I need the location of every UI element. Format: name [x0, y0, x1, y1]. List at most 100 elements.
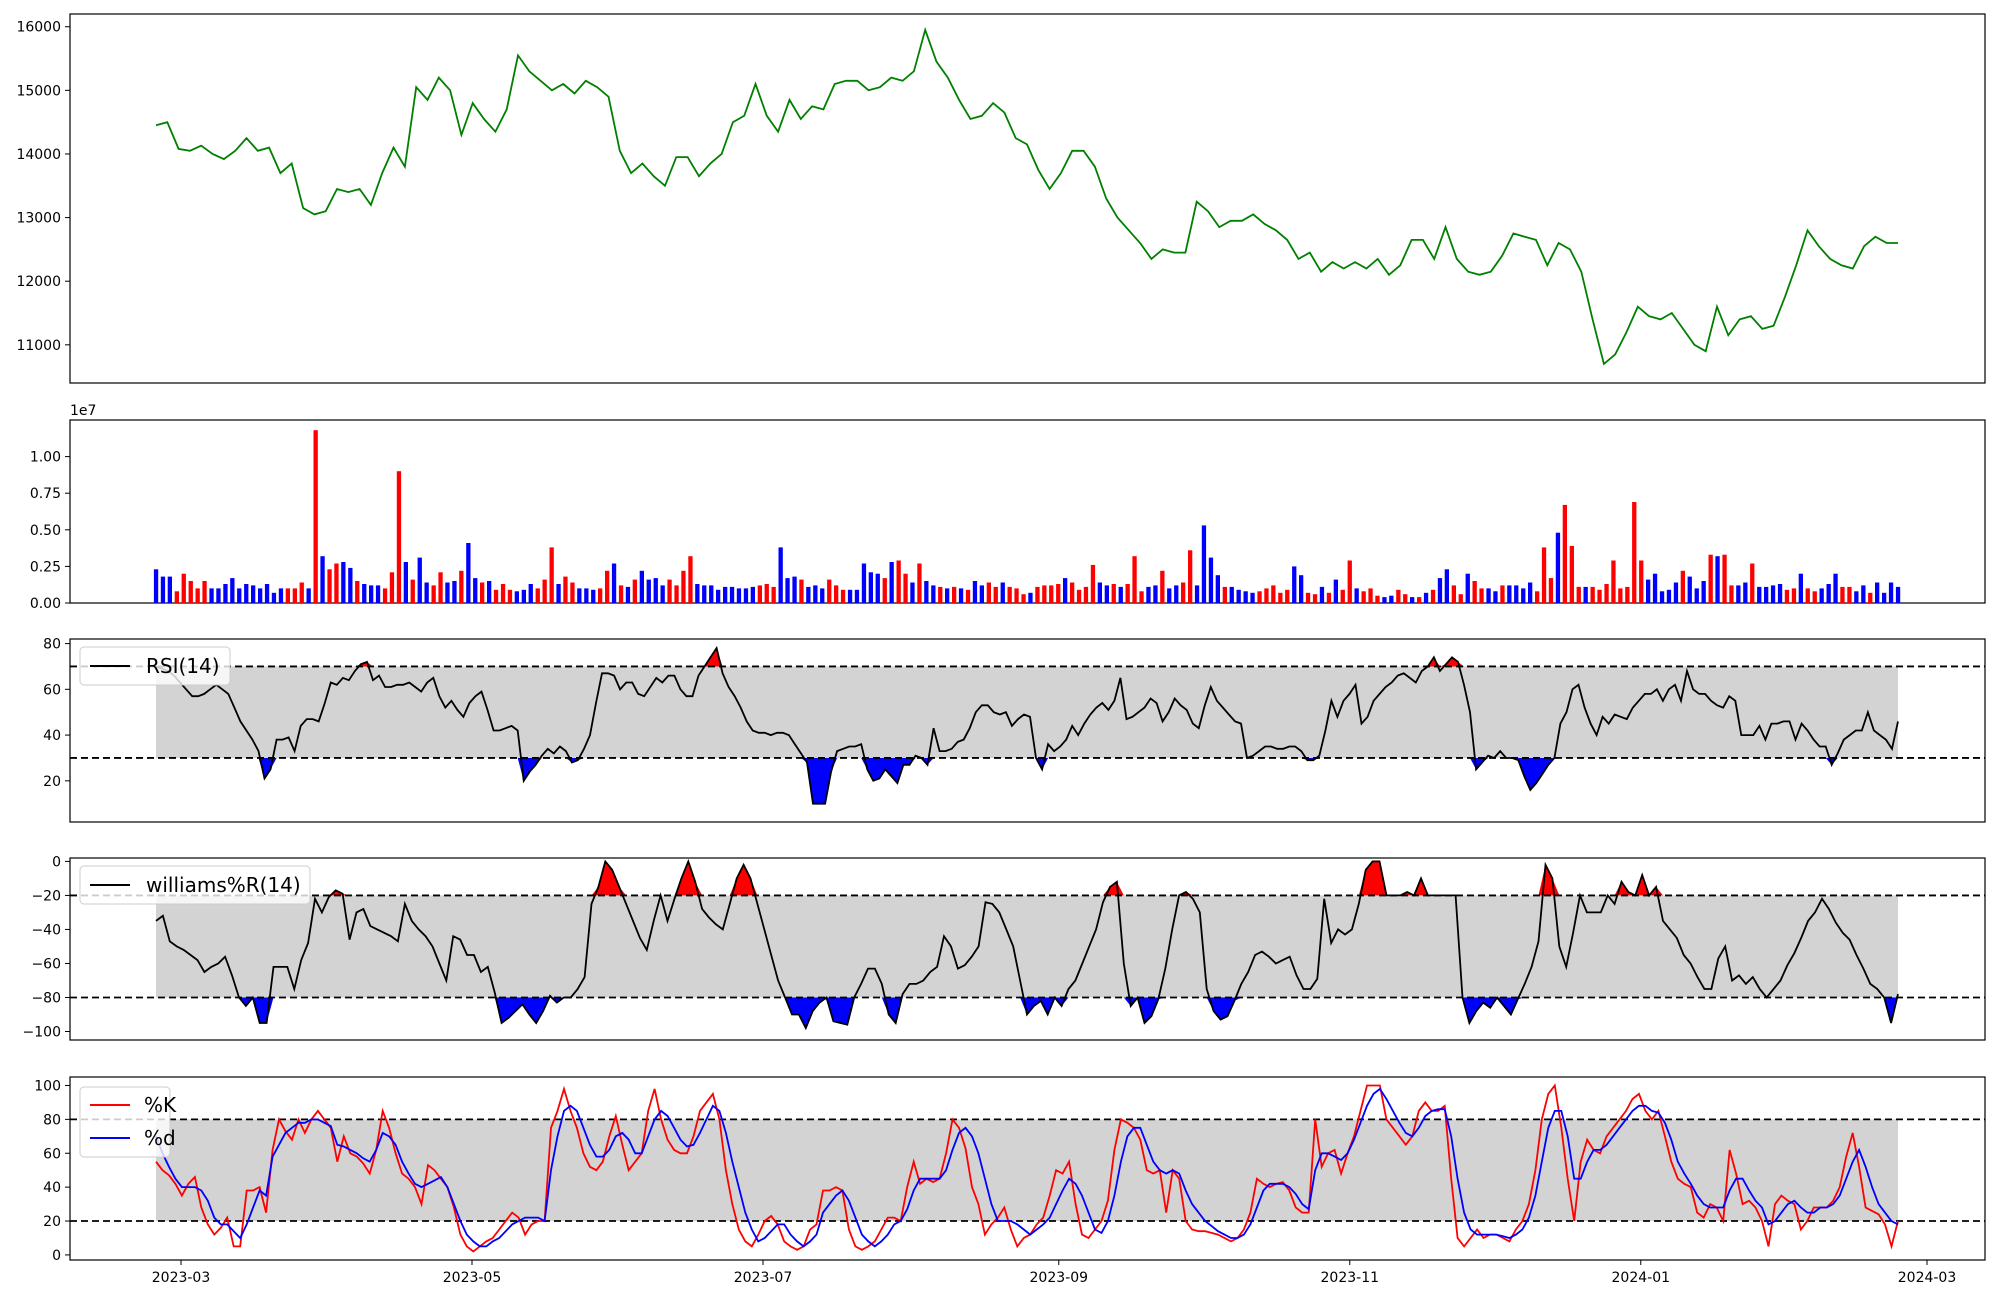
- stochastic-legend: %K %d: [79, 1086, 177, 1158]
- y-tick-label: 11000: [16, 338, 61, 354]
- volume-bar: [1569, 545, 1574, 603]
- volume-bar: [653, 578, 658, 603]
- oversold-fill: [826, 997, 855, 1025]
- volume-bar: [1500, 585, 1505, 603]
- volume-bar: [1840, 586, 1845, 603]
- volume-bar: [813, 585, 818, 603]
- overbought-fill: [1635, 875, 1650, 896]
- volume-bar: [528, 584, 533, 603]
- volume-bar: [840, 589, 846, 603]
- volume-bar: [237, 588, 242, 603]
- volume-bar: [514, 591, 519, 603]
- volume-bar: [952, 586, 957, 603]
- volume-bar: [1875, 582, 1880, 603]
- oversold-fill: [1512, 758, 1555, 790]
- volume-bar: [1854, 591, 1859, 603]
- volume-bar: [1305, 592, 1311, 603]
- overbought-fill: [1538, 864, 1560, 896]
- volume-bar: [1541, 547, 1547, 603]
- volume-bar: [563, 576, 568, 603]
- volume-bar: [1451, 585, 1456, 603]
- volume-bar: [1014, 588, 1019, 603]
- volume-bar: [487, 581, 492, 603]
- volume-bar: [493, 589, 499, 603]
- overbought-fill: [674, 861, 703, 896]
- y-tick-label: 16000: [16, 20, 61, 36]
- volume-bar: [1292, 566, 1297, 603]
- volume-bar: [660, 585, 665, 603]
- oversold-fill: [801, 758, 838, 804]
- volume-bar: [1847, 586, 1852, 603]
- oversold-fill: [1137, 997, 1166, 1023]
- volume-bar: [861, 563, 867, 603]
- volume-bar: [230, 578, 235, 603]
- volume-bar: [743, 588, 749, 603]
- volume-bar: [466, 543, 471, 603]
- volume-bar: [1479, 588, 1484, 603]
- volume-bar: [1798, 573, 1803, 603]
- volume-bar: [278, 588, 284, 603]
- volume-bar: [882, 578, 887, 603]
- y-tick-label: 14000: [16, 147, 61, 163]
- volume-bar: [1194, 585, 1200, 603]
- volume-bar: [1882, 592, 1887, 603]
- rsi-panel: 20 40 60 80 RSI(14): [43, 637, 1986, 823]
- volume-bar: [362, 584, 367, 603]
- volume-bar: [1659, 591, 1665, 603]
- volume-bar: [431, 585, 436, 603]
- y-tick-label: 60: [43, 682, 61, 698]
- rsi-line: [155, 645, 1899, 805]
- volume-bar: [1673, 582, 1679, 603]
- y-tick-label: 0: [52, 854, 61, 870]
- volume-bar: [417, 557, 422, 603]
- volume-bar: [1708, 554, 1713, 603]
- volume-bar: [764, 584, 769, 603]
- volume-bar: [1437, 578, 1443, 603]
- volume-bar: [1090, 564, 1096, 603]
- volume-bar: [459, 570, 464, 603]
- volume-bar: [1666, 589, 1672, 603]
- volume-bar: [1576, 586, 1581, 603]
- volume-bar: [355, 581, 360, 603]
- volume-bar: [195, 588, 200, 603]
- volume-bar: [1167, 588, 1172, 603]
- y-tick-label: 60: [43, 1146, 61, 1162]
- volume-bar: [896, 560, 901, 603]
- x-tick-label: 2023-09: [1030, 1270, 1089, 1286]
- volume-bar: [209, 588, 214, 603]
- y-tick-label: 80: [43, 637, 61, 653]
- volume-bar: [1215, 575, 1220, 603]
- williams-panel: −100 −80 −60 −40 −20 0 williams%R(14): [23, 854, 1986, 1041]
- volume-bar: [709, 585, 714, 603]
- volume-bar: [1784, 589, 1790, 603]
- legend-label-williams: williams%R(14): [146, 873, 301, 897]
- volume-bar: [667, 579, 672, 603]
- volume-bar: [1743, 582, 1748, 603]
- volume-bar: [500, 584, 506, 603]
- overbought-fill: [1414, 878, 1428, 896]
- volume-bar: [591, 589, 596, 603]
- volume-bar: [1528, 582, 1533, 603]
- y-tick-label: 0.50: [30, 523, 61, 539]
- volume-bar: [1562, 504, 1567, 603]
- volume-bar: [681, 570, 686, 603]
- volume-bar: [1888, 582, 1894, 603]
- oversold-fill: [1497, 997, 1525, 1015]
- y-tick-label: 80: [43, 1112, 61, 1128]
- volume-bar: [1285, 589, 1290, 603]
- volume-bar: [1174, 585, 1179, 603]
- x-tick-label: 2024-03: [1898, 1270, 1957, 1286]
- volume-bar: [306, 588, 311, 603]
- volume-bar: [1347, 560, 1352, 603]
- volume-bar: [695, 584, 700, 603]
- volume-bar: [1139, 591, 1144, 603]
- volume-bar: [181, 573, 186, 603]
- y-tick-label: 20: [43, 1214, 61, 1230]
- overbought-fill: [729, 864, 758, 896]
- volume-bar: [424, 582, 429, 603]
- volume-bar: [1000, 582, 1005, 603]
- volume-bar: [153, 569, 159, 603]
- volume-bar: [736, 588, 742, 603]
- y-tick-label: 13000: [16, 211, 61, 227]
- volume-bar: [1049, 585, 1054, 603]
